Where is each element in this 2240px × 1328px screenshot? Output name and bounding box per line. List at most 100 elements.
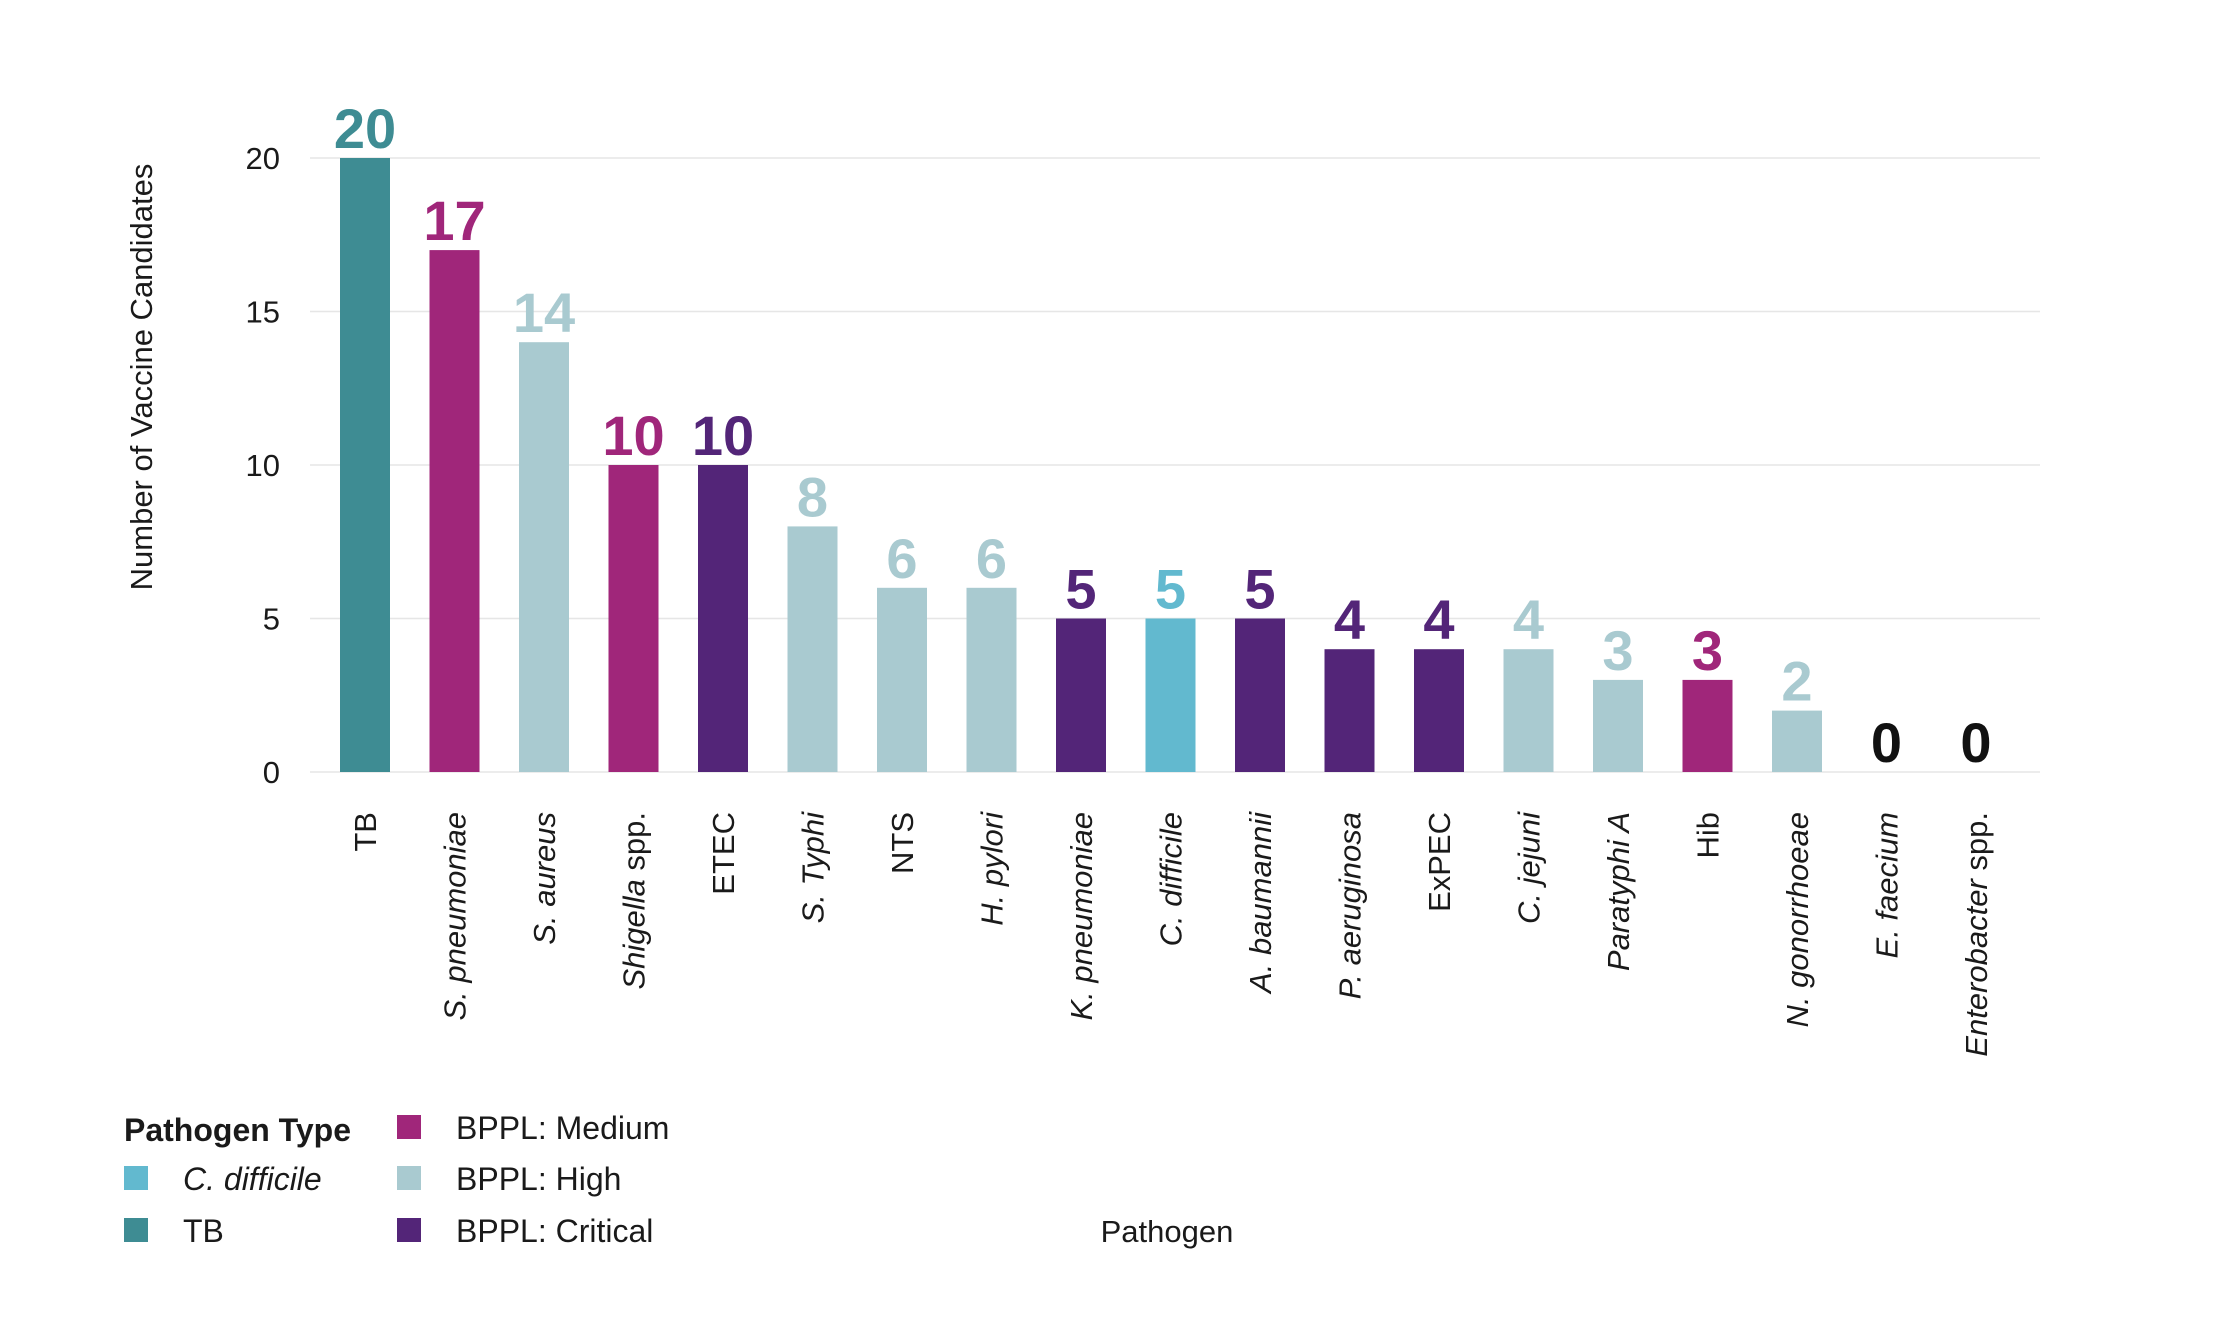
legend-swatch bbox=[124, 1166, 148, 1190]
category-label-italic: P. aeruginosa bbox=[1333, 812, 1368, 999]
y-tick-label: 5 bbox=[263, 602, 280, 637]
category-label: NTS bbox=[885, 812, 920, 874]
category-label: Enterobacter spp. bbox=[1959, 812, 1994, 1057]
category-label: P. aeruginosa bbox=[1333, 812, 1368, 999]
bar bbox=[877, 587, 927, 772]
bar bbox=[429, 250, 480, 773]
value-label: 3 bbox=[1692, 619, 1723, 682]
category-label: K. pneumoniae bbox=[1064, 812, 1099, 1021]
category-label-italic: Paratyphi A bbox=[1601, 812, 1636, 971]
bar bbox=[1324, 649, 1375, 772]
category-label: ETEC bbox=[706, 812, 741, 895]
y-tick-label: 0 bbox=[263, 755, 280, 790]
category-label: H. pylori bbox=[975, 811, 1010, 926]
legend-entry-label: C. difficile bbox=[183, 1161, 322, 1197]
legend-title: Pathogen Type bbox=[124, 1112, 351, 1148]
value-label: 3 bbox=[1602, 619, 1633, 682]
category-label-text: ExPEC bbox=[1422, 812, 1457, 912]
value-label: 10 bbox=[602, 404, 664, 467]
legend-swatch bbox=[397, 1218, 421, 1242]
category-label: Hib bbox=[1691, 812, 1726, 859]
category-label-text: Hib bbox=[1691, 812, 1726, 859]
value-label: 5 bbox=[1065, 558, 1096, 621]
bar bbox=[608, 465, 659, 772]
category-label: ExPEC bbox=[1422, 812, 1457, 912]
bar bbox=[1414, 649, 1464, 772]
value-label: 20 bbox=[334, 97, 396, 160]
category-label: S. Typhi bbox=[796, 811, 831, 924]
category-label: S. aureus bbox=[527, 812, 562, 945]
legend-entry-label: TB bbox=[183, 1213, 224, 1249]
value-label: 4 bbox=[1423, 588, 1454, 651]
category-label-text: ETEC bbox=[706, 812, 741, 895]
y-tick-label: 10 bbox=[246, 448, 280, 483]
category-label-italic: S. aureus bbox=[527, 812, 562, 945]
value-label: 2 bbox=[1781, 650, 1812, 713]
category-label-italic: S. pneumoniae bbox=[438, 812, 473, 1021]
bar bbox=[1682, 679, 1733, 772]
bar bbox=[698, 465, 748, 772]
category-label: Shigella spp. bbox=[617, 812, 652, 990]
category-label: TB bbox=[348, 812, 383, 852]
gridlines bbox=[310, 157, 2040, 773]
value-label: 14 bbox=[513, 281, 575, 344]
category-label: C. difficile bbox=[1154, 812, 1189, 946]
category-label-italic: C. difficile bbox=[1154, 812, 1189, 946]
bar bbox=[787, 526, 838, 772]
value-label: 4 bbox=[1513, 588, 1544, 651]
bar bbox=[1593, 679, 1643, 772]
bar bbox=[340, 158, 390, 772]
category-label-text: TB bbox=[348, 812, 383, 852]
legend-swatch bbox=[397, 1115, 421, 1139]
category-label: N. gonorrhoeae bbox=[1780, 812, 1815, 1027]
bars bbox=[340, 158, 1822, 773]
y-axis-title: Number of Vaccine Candidates bbox=[124, 164, 159, 591]
value-label: 17 bbox=[423, 189, 485, 252]
category-label-text: NTS bbox=[885, 812, 920, 874]
legend: Pathogen Type C. difficile TB BPPL: Medium… bbox=[124, 1110, 669, 1249]
category-label-italic: C. jejuni bbox=[1512, 811, 1547, 924]
category-label-italic: A. baumannii bbox=[1243, 811, 1278, 995]
legend-swatch bbox=[124, 1218, 148, 1242]
legend-entry-label: BPPL: High bbox=[456, 1161, 621, 1197]
category-label: S. pneumoniae bbox=[438, 812, 473, 1021]
value-label: 0 bbox=[1871, 711, 1902, 774]
value-label: 10 bbox=[692, 404, 754, 467]
category-label-text: spp. bbox=[617, 812, 652, 879]
category-label: Paratyphi A bbox=[1601, 812, 1636, 971]
category-label: C. jejuni bbox=[1512, 811, 1547, 924]
y-axis-ticks: 0 5 10 15 20 bbox=[246, 141, 280, 790]
category-label-italic: Shigella bbox=[617, 879, 652, 989]
bar bbox=[1235, 618, 1285, 772]
category-label-italic: E. faecium bbox=[1870, 812, 1905, 958]
value-label: 8 bbox=[797, 465, 828, 528]
y-tick-label: 20 bbox=[246, 141, 280, 176]
value-label: 5 bbox=[1244, 558, 1275, 621]
value-label: 5 bbox=[1155, 558, 1186, 621]
category-label-italic: S. Typhi bbox=[796, 811, 831, 924]
category-label: A. baumannii bbox=[1243, 811, 1278, 995]
x-axis-title: Pathogen bbox=[1101, 1214, 1234, 1249]
x-axis-category-labels: TB S. pneumoniae S. aureus Shigella spp. ETE… bbox=[348, 811, 1994, 1057]
category-label-italic: N. gonorrhoeae bbox=[1780, 812, 1815, 1027]
category-label-text: spp. bbox=[1959, 812, 1994, 879]
legend-entry-label: BPPL: Critical bbox=[456, 1213, 653, 1249]
bar bbox=[1503, 649, 1554, 772]
bar bbox=[1056, 618, 1106, 772]
category-label-italic: Enterobacter bbox=[1959, 878, 1994, 1057]
legend-entry-label: BPPL: Medium bbox=[456, 1110, 669, 1146]
category-label-italic: H. pylori bbox=[975, 811, 1010, 926]
bar bbox=[1772, 710, 1822, 772]
value-label: 0 bbox=[1960, 711, 1991, 774]
legend-swatch bbox=[397, 1166, 421, 1190]
y-tick-label: 15 bbox=[246, 295, 280, 330]
bar bbox=[519, 342, 569, 772]
category-label-italic: K. pneumoniae bbox=[1064, 812, 1099, 1021]
value-label: 4 bbox=[1334, 588, 1365, 651]
bar bbox=[966, 587, 1017, 772]
bar bbox=[1145, 618, 1196, 772]
value-label: 6 bbox=[886, 527, 917, 590]
